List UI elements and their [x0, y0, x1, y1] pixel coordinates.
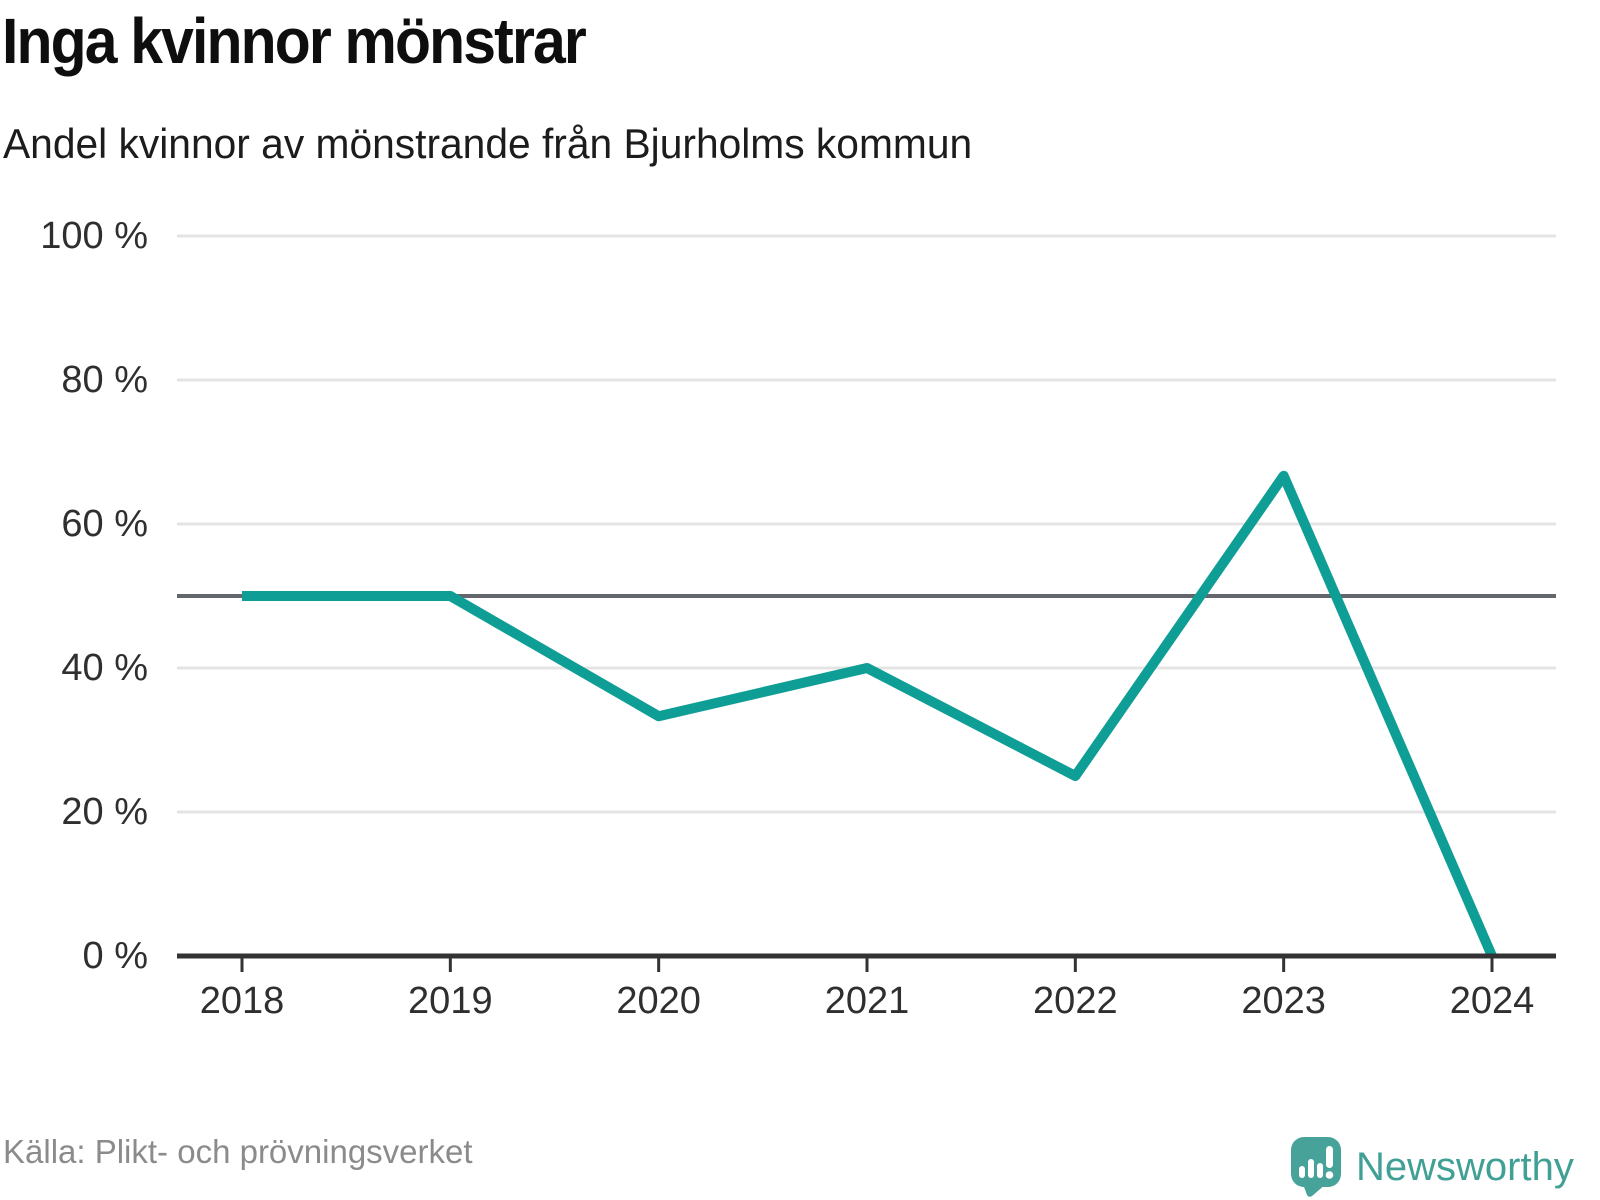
- x-tick-label: 2019: [408, 980, 493, 1022]
- y-tick-label: 100 %: [40, 215, 148, 257]
- chart-title: Inga kvinnor mönstrar: [2, 5, 587, 77]
- brand-lockup: Newsworthy: [1290, 1136, 1574, 1198]
- source-note: Källa: Plikt- och prövningsverket: [3, 1133, 473, 1170]
- chart-subtitle: Andel kvinnor av mönstrande från Bjurhol…: [3, 120, 973, 167]
- y-tick-label: 80 %: [61, 359, 148, 401]
- y-tick-label: 0 %: [82, 935, 148, 977]
- x-tick-label: 2023: [1241, 980, 1326, 1022]
- x-tick-label: 2018: [199, 980, 285, 1022]
- x-tick-label: 2024: [1449, 980, 1535, 1022]
- data-line: [242, 470, 1497, 958]
- newsworthy-logo-icon: [1291, 1137, 1341, 1197]
- x-tick-label: 2022: [1033, 980, 1118, 1022]
- brand-name: Newsworthy: [1356, 1145, 1574, 1189]
- y-tick-label: 40 %: [61, 647, 148, 689]
- y-tick-label: 20 %: [61, 791, 148, 833]
- y-tick-label: 60 %: [61, 503, 148, 545]
- x-tick-label: 2021: [824, 980, 910, 1022]
- x-tick-label: 2020: [616, 980, 701, 1022]
